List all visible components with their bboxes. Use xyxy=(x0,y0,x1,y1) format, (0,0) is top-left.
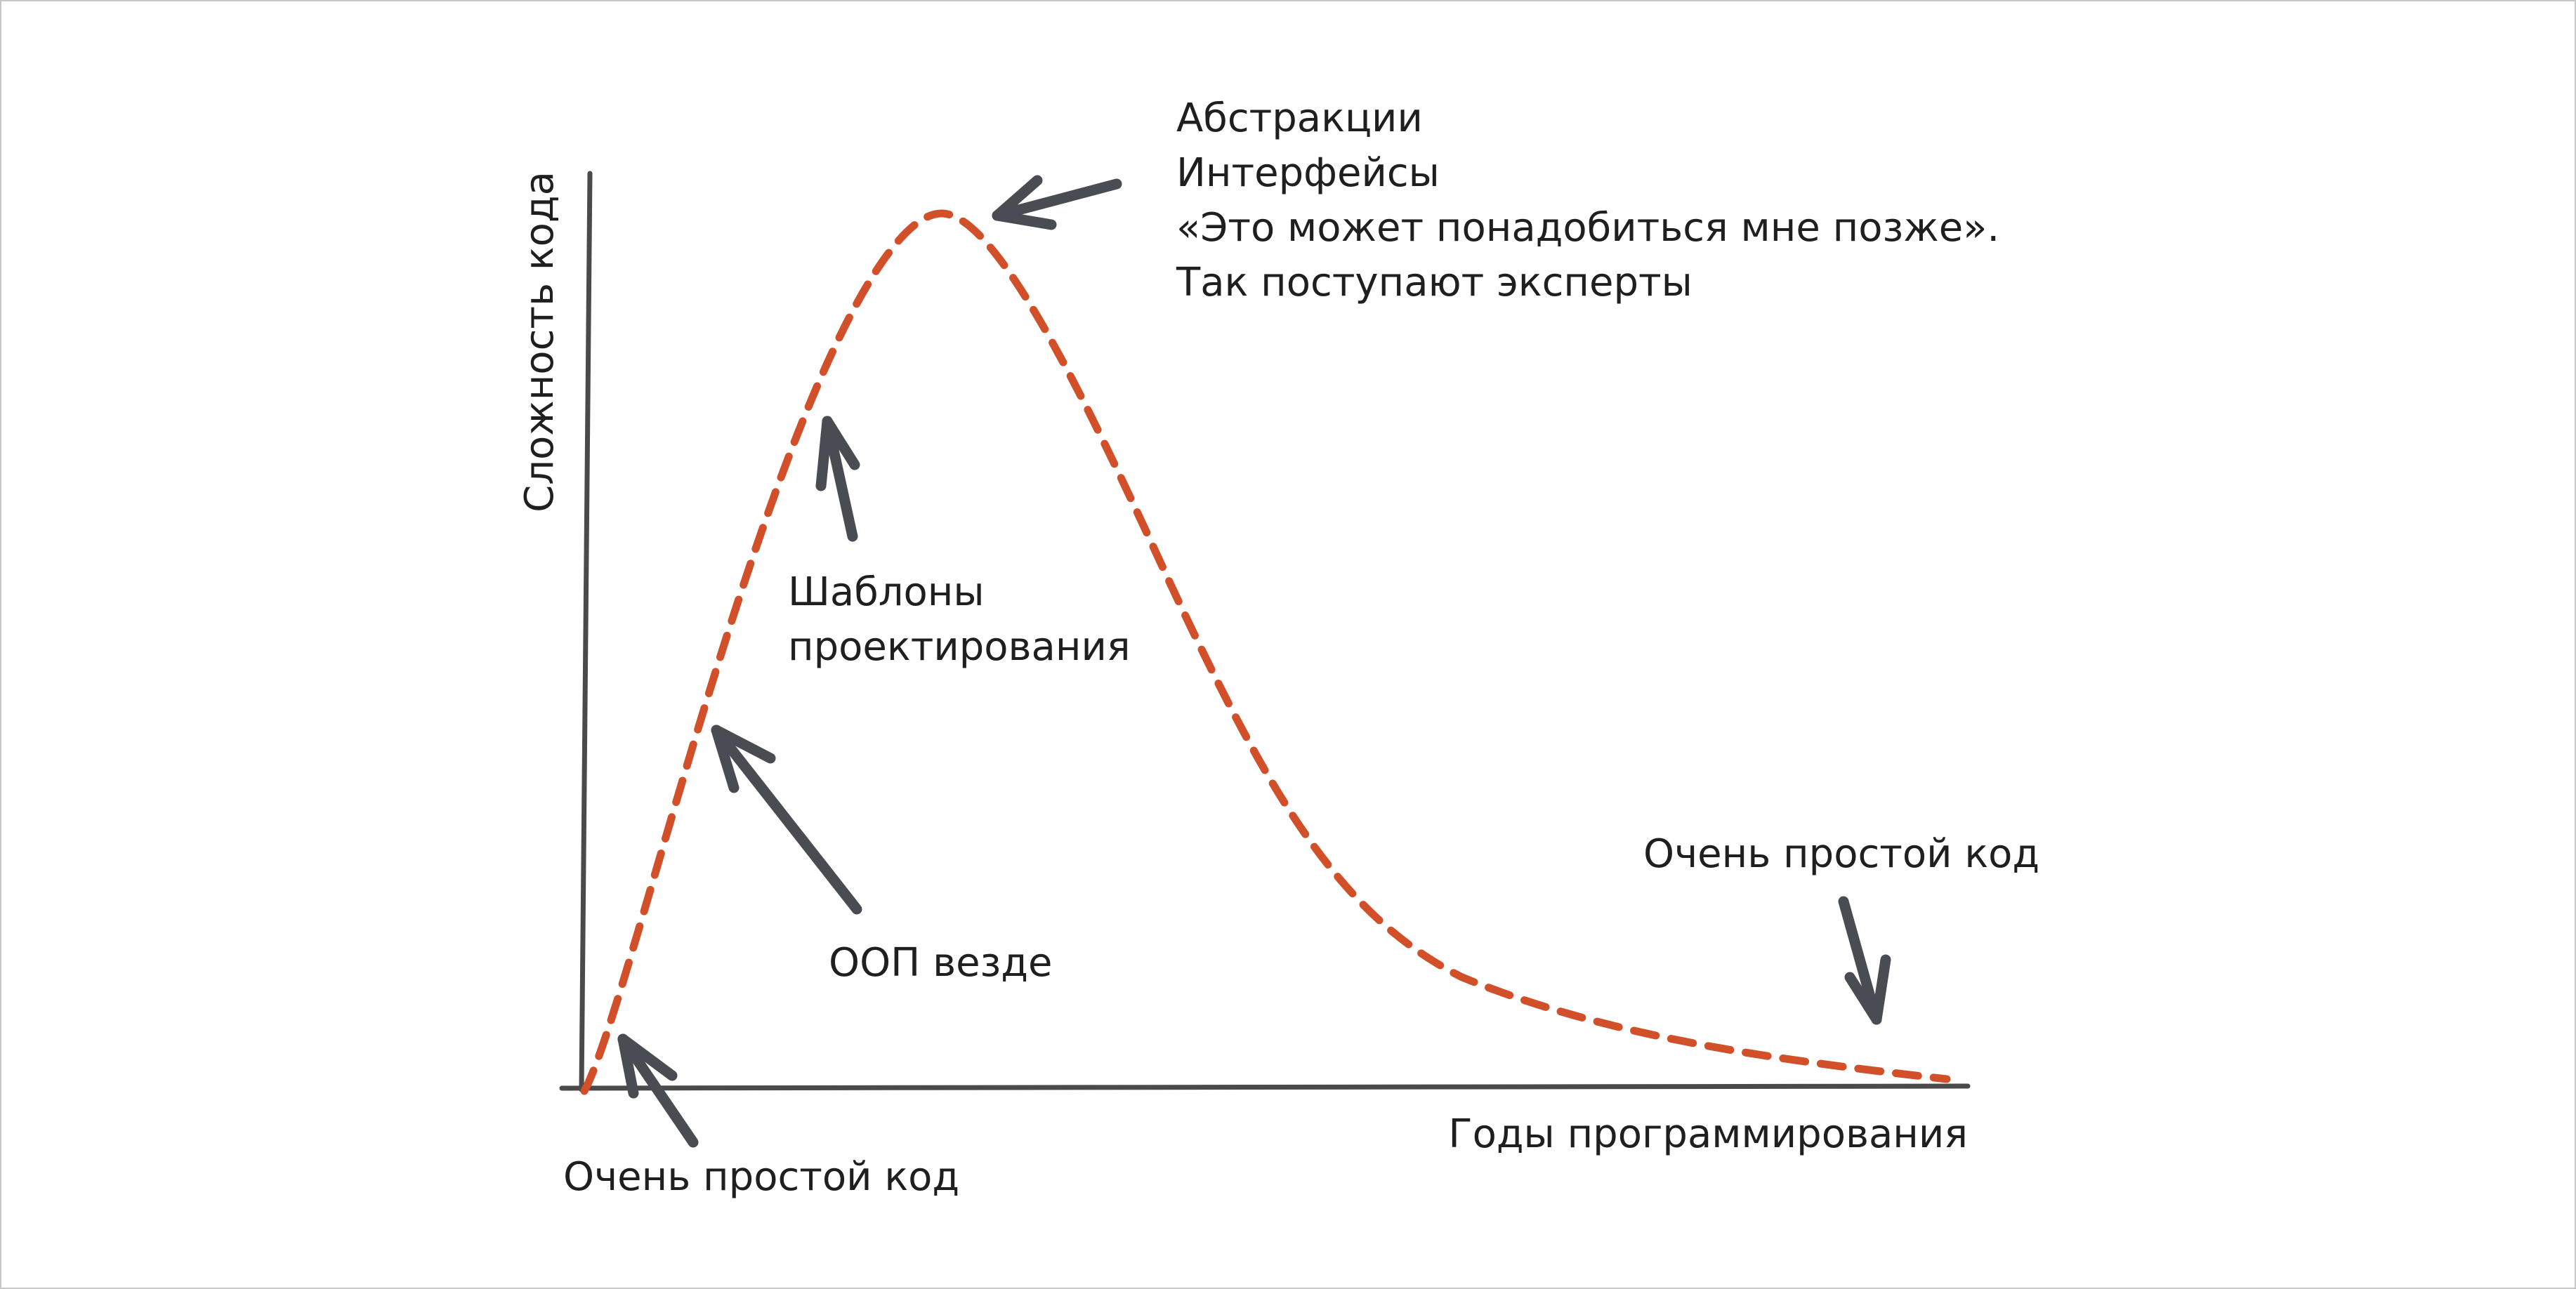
complexity-curve xyxy=(580,209,1951,1095)
x-axis-label: Годы программирования xyxy=(1448,1111,1968,1157)
arrow-to-start xyxy=(617,1033,699,1148)
annotation-patterns-line1: Шаблоны xyxy=(788,569,985,615)
arrow-to-end xyxy=(1838,896,1891,1025)
annotation-peak-line1: Абстракции xyxy=(1176,95,1423,141)
x-axis xyxy=(559,1083,1971,1091)
annotation-peak-line3: «Это может понадобиться мне позже». xyxy=(1176,205,1999,251)
annotation-oop: ООП везде xyxy=(829,940,1052,986)
annotation-peak-line4: Так поступают эксперты xyxy=(1176,260,1693,305)
arrow-to-peak xyxy=(992,175,1122,230)
y-axis-label: Сложность кода xyxy=(517,171,563,513)
annotation-start: Очень простой код xyxy=(563,1154,959,1200)
annotation-peak-line2: Интерфейсы xyxy=(1176,150,1440,196)
annotation-end: Очень простой код xyxy=(1643,831,2039,877)
y-axis xyxy=(579,171,593,1092)
arrow-to-oop xyxy=(711,725,862,915)
annotation-patterns-line2: проектирования xyxy=(788,624,1131,670)
arrow-to-patterns xyxy=(815,416,860,542)
